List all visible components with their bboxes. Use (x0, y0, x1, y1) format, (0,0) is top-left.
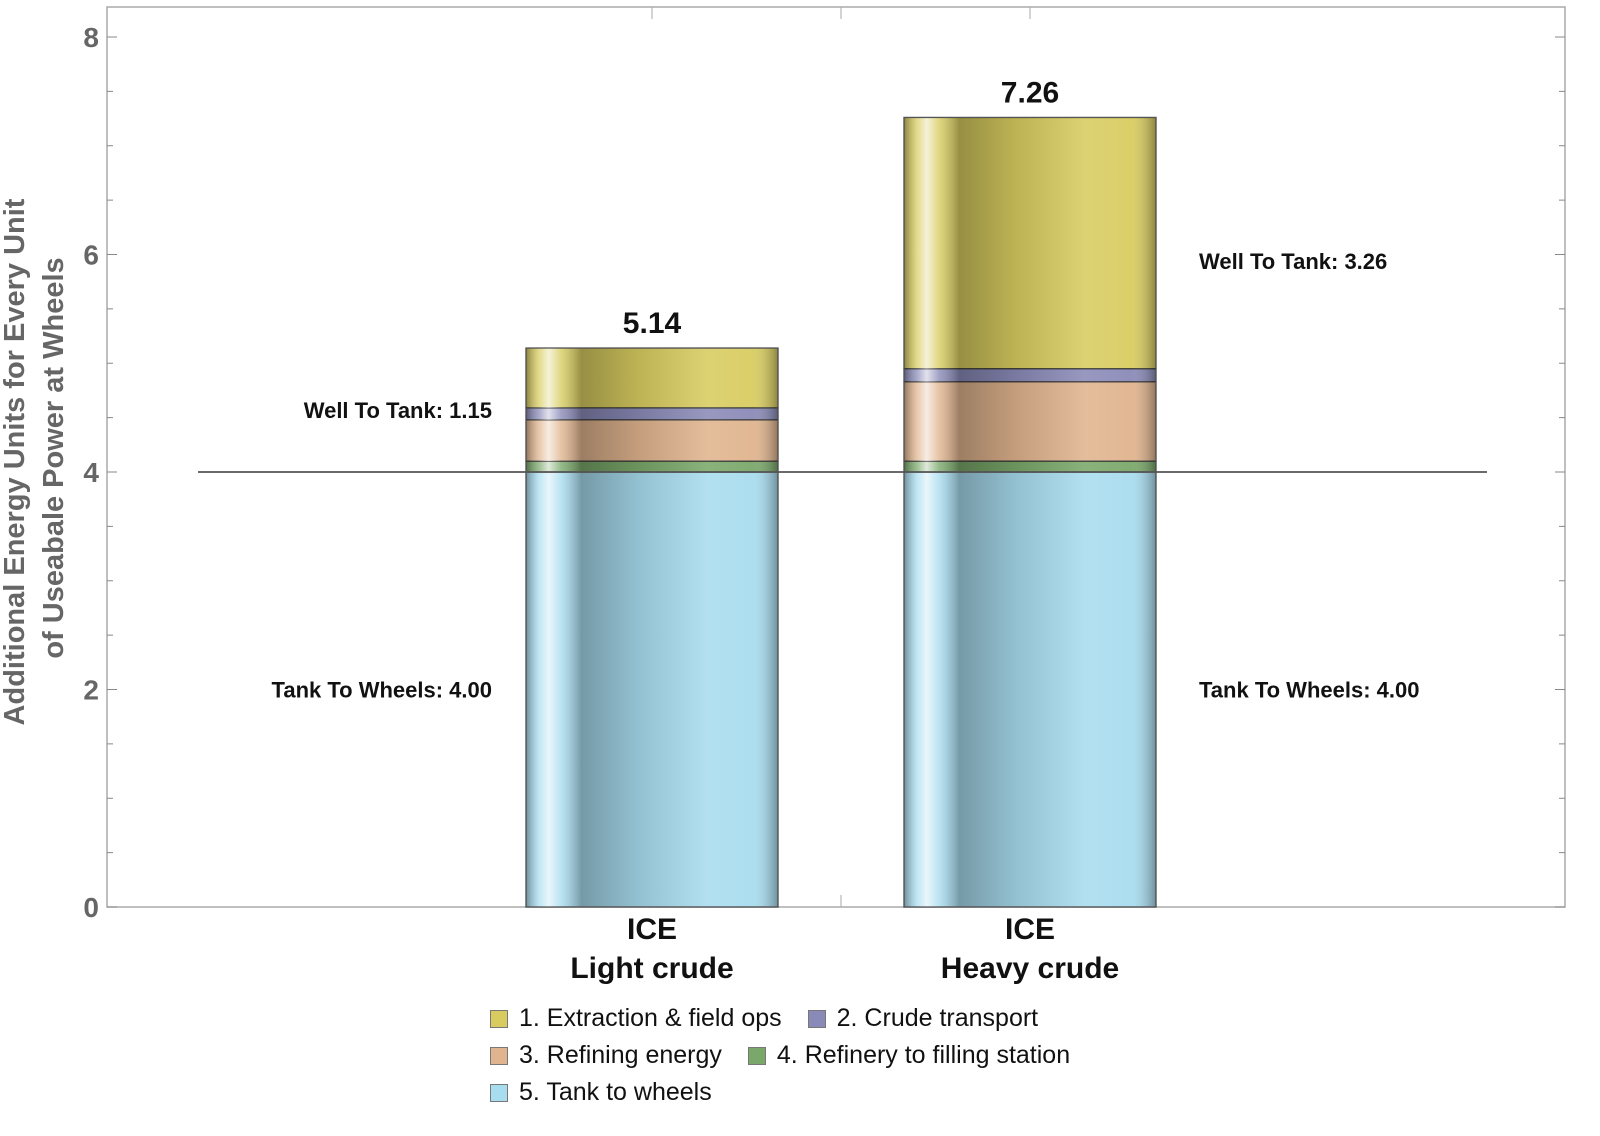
bar-segment-shade (526, 419, 778, 462)
x-category-label: Heavy crude (941, 952, 1119, 985)
legend-row: 1. Extraction & field ops 2. Crude trans… (490, 1000, 1130, 1037)
bar-segment-shade (526, 407, 778, 420)
legend-item-tank-to-wheels: 5. Tank to wheels (490, 1078, 712, 1107)
chart-legend: 1. Extraction & field ops 2. Crude trans… (490, 1000, 1130, 1111)
legend-row: 5. Tank to wheels (490, 1074, 1130, 1111)
legend-item-extraction: 1. Extraction & field ops (490, 1004, 782, 1033)
legend-item-refinery-to-station: 4. Refinery to filling station (747, 1041, 1071, 1070)
y-tick-label: 0 (83, 892, 99, 923)
legend-item-crude-transport: 2. Crude transport (807, 1004, 1039, 1033)
legend-label: 1. Extraction & field ops (519, 1004, 782, 1032)
bar-segment-shade (904, 368, 1156, 382)
legend-swatch-icon (747, 1046, 766, 1065)
x-category-label: ICE (627, 913, 677, 946)
bar-segment-shade (904, 461, 1156, 472)
y-tick-label: 4 (83, 457, 99, 488)
legend-label: 2. Crude transport (836, 1004, 1039, 1032)
segment-annotation: Tank To Wheels: 4.00 (1199, 678, 1419, 703)
bar-outline (903, 116, 1157, 908)
legend-label: 5. Tank to wheels (519, 1078, 712, 1106)
legend-swatch-icon (807, 1009, 826, 1028)
legend-swatch-icon (490, 1083, 508, 1102)
y-axis-label: of Useabale Power at Wheels (38, 257, 70, 658)
legend-swatch-icon (490, 1009, 508, 1028)
bar-segment-shade (904, 117, 1156, 369)
segment-annotation: Well To Tank: 3.26 (1199, 249, 1387, 274)
x-category-label: Light crude (570, 952, 733, 985)
bar-segment-shade (526, 348, 778, 408)
bar-segment-shade (526, 472, 778, 907)
plot-frame (106, 6, 1566, 908)
y-tick-label: 2 (83, 675, 99, 706)
bar-total-label: 7.26 (1001, 76, 1059, 109)
y-tick-label: 8 (83, 22, 99, 53)
y-tick-label: 6 (83, 240, 99, 271)
bar-segment-shade (904, 472, 1156, 907)
bar-segment-shade (526, 461, 778, 472)
legend-item-refining: 3. Refining energy (490, 1041, 722, 1070)
legend-row: 3. Refining energy 4. Refinery to fillin… (490, 1037, 1130, 1074)
legend-swatch-icon (490, 1046, 508, 1065)
bar-total-label: 5.14 (623, 307, 682, 340)
legend-label: 3. Refining energy (519, 1041, 722, 1069)
bar-segment-shade (904, 381, 1156, 462)
x-category-label: ICE (1005, 913, 1055, 946)
segment-annotation: Well To Tank: 1.15 (304, 398, 492, 423)
legend-label: 4. Refinery to filling station (776, 1041, 1071, 1069)
y-axis-label: Additional Energy Units for Every Unit (0, 198, 31, 725)
bar-outline (525, 347, 779, 908)
segment-annotation: Tank To Wheels: 4.00 (272, 678, 492, 703)
